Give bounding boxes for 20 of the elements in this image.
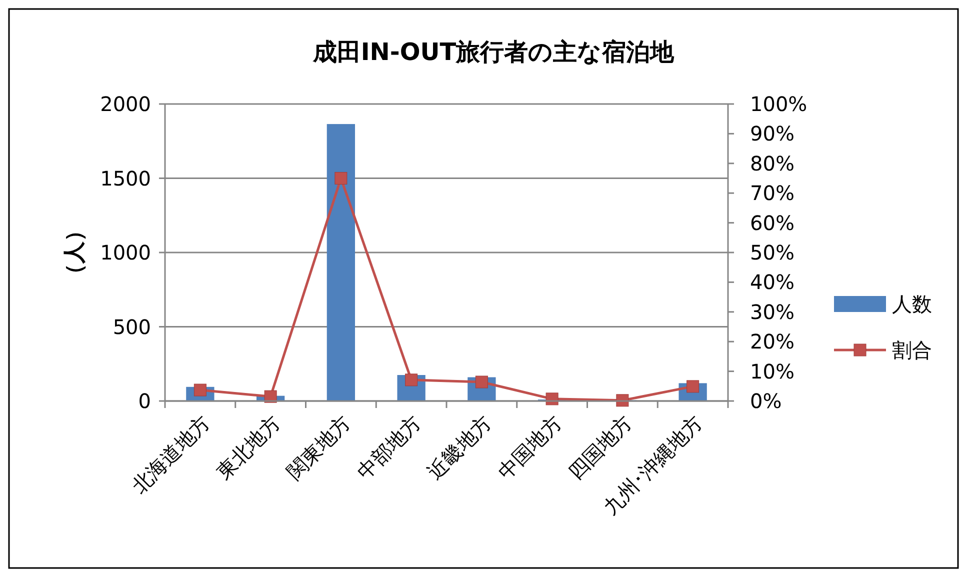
y2-tick-label: 70% (750, 181, 794, 206)
y2-tick-label: 30% (750, 300, 794, 324)
y2-tick-label: 0% (750, 389, 782, 413)
y2-tick-label: 40% (750, 270, 794, 294)
y-tick-label: 0 (138, 389, 151, 413)
y-tick-label: 1500 (100, 166, 151, 190)
y-tick-label: 500 (112, 314, 151, 339)
y2-tick-label: 50% (750, 240, 794, 264)
chart-title: 成田IN-OUT旅行者の主な宿泊地 (312, 38, 676, 66)
y-tick-label: 1000 (100, 240, 151, 264)
legend-label: 人数 (892, 292, 932, 316)
legend-label: 割合 (892, 338, 932, 362)
y-axis-title: （人） (62, 220, 88, 286)
y2-tick-label: 20% (750, 330, 794, 354)
y2-tick-label: 90% (750, 122, 794, 146)
y2-tick-label: 10% (750, 359, 794, 384)
y2-tick-label: 80% (750, 151, 794, 176)
y2-tick-label: 100% (750, 92, 808, 116)
y-tick-label: 2000 (100, 92, 151, 116)
y2-tick-label: 60% (750, 210, 794, 235)
